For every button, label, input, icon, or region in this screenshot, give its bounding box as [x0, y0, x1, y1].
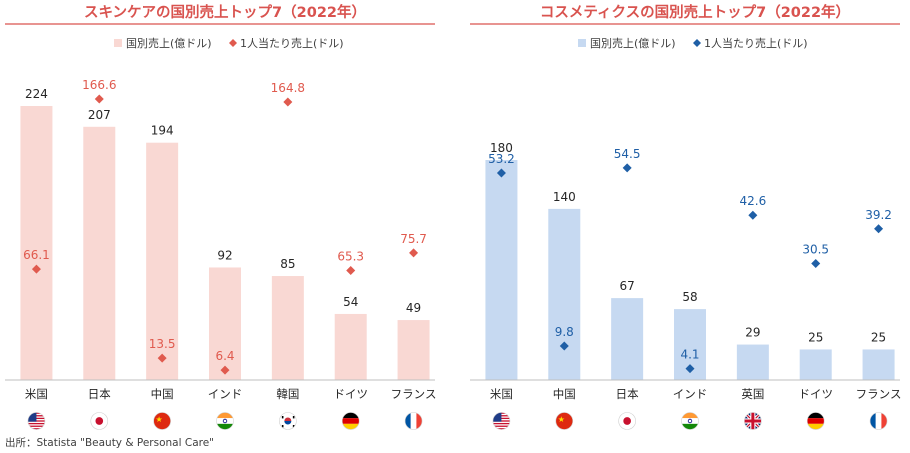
chart1-point-value: 66.1 [23, 248, 50, 262]
chart2-flag-cn-icon: ★ [555, 412, 574, 430]
chart1-legend-point-swatch [229, 39, 237, 47]
chart1-bar [397, 320, 430, 380]
chart1-bar [83, 126, 116, 380]
chart2-bar [862, 349, 895, 380]
chart1-point [94, 94, 104, 104]
chart1-point-value: 164.8 [271, 81, 305, 95]
chart2-point-value: 30.5 [802, 242, 829, 256]
chart2-flag-jp-icon [618, 412, 636, 430]
chart2-bar-value: 180 [490, 141, 513, 155]
chart2-category-label: 中国 [553, 387, 576, 401]
chart2-flag-gb-icon [744, 412, 762, 430]
chart2-point-value: 54.5 [614, 147, 641, 161]
chart2-point-value: 53.2 [488, 152, 515, 166]
chart2-legend-point-swatch [693, 39, 701, 47]
chart2-flag-us-icon [492, 412, 511, 430]
chart2-legend-bar-swatch [578, 39, 586, 47]
chart1-bar-value: 224 [25, 87, 48, 101]
chart1-point [346, 265, 356, 275]
chart2-bar-value: 29 [745, 326, 760, 340]
chart1-bar-value: 207 [88, 108, 111, 122]
chart1-flag-fr-icon [404, 412, 423, 430]
chart2-bar-value: 25 [871, 330, 886, 344]
chart2-flag-fr-icon [869, 412, 888, 430]
chart1-bar-value: 92 [217, 248, 232, 262]
chart2-bar-value: 25 [808, 330, 823, 344]
chart1-flag-jp-icon [90, 412, 109, 430]
chart1-category-label: フランス [391, 387, 437, 401]
chart1-point [283, 97, 293, 107]
chart2-category-label: ドイツ [798, 387, 833, 401]
chart2-flag-de-icon [806, 412, 825, 430]
chart2-bar [736, 344, 769, 380]
chart1-bar-value: 49 [406, 301, 421, 315]
chart1-flag-kr-icon [279, 412, 297, 430]
chart2-category-label: 英国 [741, 387, 764, 401]
chart2-bar [611, 298, 644, 380]
chart2-point [622, 163, 632, 173]
chart1-category-label: 米国 [25, 387, 48, 401]
chart1-bar [146, 142, 179, 380]
chart2-point [685, 364, 695, 374]
chart2-category-label: インド [673, 387, 708, 401]
chart2-point-value: 4.1 [680, 348, 699, 362]
chart2-title: コスメティクスの国別売上トップ7（2022年） [540, 3, 850, 21]
chart2-point [559, 341, 569, 351]
chart1-point-value: 75.7 [400, 232, 427, 246]
chart2-legend-point-label: 1人当たり売上(ドル) [704, 36, 808, 50]
chart2-category-label: 日本 [616, 387, 639, 401]
chart2-bar-value: 58 [682, 290, 697, 304]
chart1-point-value: 13.5 [149, 337, 176, 351]
chart1-category-label: ドイツ [333, 387, 368, 401]
svg-text:★: ★ [558, 415, 565, 424]
chart1-point-value: 6.4 [215, 349, 234, 363]
chart1-flag-us-icon [27, 412, 46, 430]
chart2-point-value: 9.8 [555, 325, 574, 339]
chart1-bar [271, 276, 304, 380]
chart1-legend-bar-label: 国別売上(億ドル) [126, 37, 212, 50]
chart1-point [31, 264, 41, 274]
chart2-point-value: 42.6 [739, 194, 766, 208]
chart2-bar-value: 140 [553, 190, 576, 204]
chart1-bar [209, 267, 241, 380]
chart1-legend-bar-swatch [114, 39, 122, 47]
chart2-point [874, 224, 884, 234]
chart1-point-value: 166.6 [82, 78, 116, 92]
chart2-bar [799, 349, 832, 380]
chart1-bar-value: 54 [343, 295, 358, 309]
chart1-category-label: 韓国 [276, 387, 299, 401]
chart1-flag-de-icon [341, 412, 360, 430]
chart2-bar [548, 208, 581, 380]
chart1-bar [20, 106, 53, 380]
chart1-category-label: インド [208, 387, 243, 401]
chart2-point [496, 168, 506, 178]
chart1-legend-point-label: 1人当たり売上(ドル) [240, 36, 344, 50]
chart2-bar [485, 160, 518, 380]
chart2-category-label: 米国 [490, 387, 513, 401]
chart1-point-value: 65.3 [337, 249, 364, 263]
chart2-bar-value: 67 [620, 279, 635, 293]
svg-text:★: ★ [156, 415, 163, 424]
chart1-bar-value: 194 [151, 124, 174, 138]
source-note: 出所：Statista "Beauty & Personal Care" [5, 436, 214, 449]
chart2-legend-bar-label: 国別売上(億ドル) [590, 37, 676, 50]
chart2-point [811, 258, 821, 268]
chart1-flag-cn-icon: ★ [153, 412, 171, 430]
chart1-bar-value: 85 [280, 257, 295, 271]
chart1-title: スキンケアの国別売上トップ7（2022年） [84, 3, 366, 21]
chart2-point [748, 210, 758, 220]
chart2-point-value: 39.2 [865, 208, 892, 222]
chart1-point [220, 365, 230, 375]
chart1-flag-in-icon [216, 412, 234, 430]
chart1-point [157, 353, 167, 363]
chart1-category-label: 日本 [88, 387, 111, 401]
chart1-bar [334, 313, 367, 380]
chart1-category-label: 中国 [151, 387, 174, 401]
chart2-flag-in-icon [681, 412, 699, 430]
chart2-category-label: フランス [856, 387, 902, 401]
chart1-point [409, 248, 419, 258]
